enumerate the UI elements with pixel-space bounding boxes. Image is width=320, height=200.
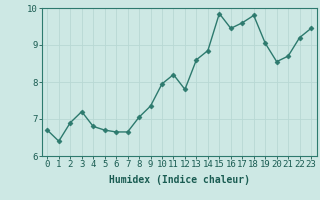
X-axis label: Humidex (Indice chaleur): Humidex (Indice chaleur) <box>109 175 250 185</box>
